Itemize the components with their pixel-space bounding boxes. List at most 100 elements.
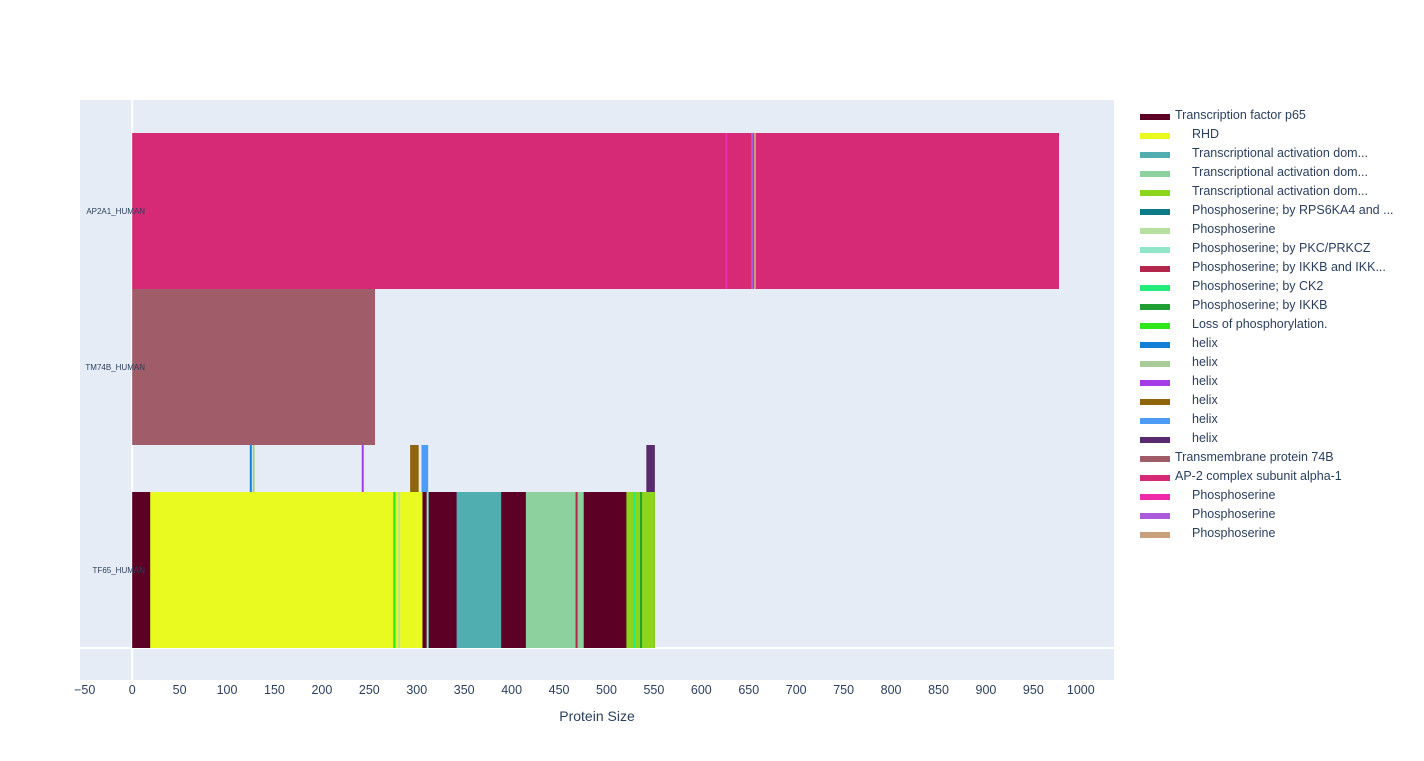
legend-swatch [1140, 133, 1170, 139]
legend-label: Phosphoserine [1192, 222, 1275, 236]
feature-structure-14 [410, 445, 419, 492]
x-tick-label: 250 [359, 683, 380, 697]
x-tick-label: 1000 [1067, 683, 1095, 697]
legend-item[interactable]: helix [1140, 374, 1218, 388]
legend-swatch [1140, 456, 1170, 462]
legend-swatch [1140, 228, 1170, 234]
x-tick-label: 850 [928, 683, 949, 697]
feature-site-7 [575, 492, 578, 648]
legend-label: Phosphoserine; by IKKB [1192, 298, 1328, 312]
legend-item[interactable]: Phosphoserine [1140, 488, 1275, 502]
legend-label: AP-2 complex subunit alpha-1 [1175, 469, 1342, 483]
legend-item[interactable]: Phosphoserine; by IKKB [1140, 298, 1328, 312]
legend-swatch [1140, 152, 1170, 158]
legend-item[interactable]: helix [1140, 393, 1218, 407]
feature-site-5 [398, 492, 401, 648]
legend-swatch [1140, 304, 1170, 310]
legend-item[interactable]: helix [1140, 412, 1218, 426]
protein-bar-ap2a1_human [132, 133, 1059, 289]
legend-label: Phosphoserine; by PKC/PRKCZ [1192, 241, 1371, 255]
legend-swatch [1140, 513, 1170, 519]
legend-item[interactable]: Transcriptional activation dom... [1140, 184, 1368, 198]
x-tick-label: −50 [74, 683, 95, 697]
x-tick-label: 650 [738, 683, 759, 697]
legend-item[interactable]: helix [1140, 355, 1218, 369]
legend-swatch [1140, 361, 1170, 367]
legend[interactable]: Transcription factor p65 RHD Transcription… [1140, 108, 1394, 540]
legend-item[interactable]: RHD [1140, 127, 1219, 141]
x-tick-labels: −50 0 50 100 150 200 250 300 350 400 450 500 550 600 6… [74, 683, 1095, 697]
legend-swatch [1140, 532, 1170, 538]
legend-item[interactable]: helix [1140, 336, 1218, 350]
feature-site-8 [633, 492, 636, 648]
feature-domain-0 [150, 492, 423, 648]
legend-label: Transcriptional activation dom... [1192, 146, 1368, 160]
x-tick-label: 300 [406, 683, 427, 697]
y-tick-labels: AP2A1_HUMAN TM74B_HUMAN TF65_HUMAN [85, 207, 145, 575]
legend-item[interactable]: Transcriptional activation dom... [1140, 165, 1368, 179]
feature-site-9 [640, 492, 643, 648]
legend-label: helix [1192, 431, 1218, 445]
legend-item[interactable]: Transcription factor p65 [1140, 108, 1306, 122]
legend-item[interactable]: AP-2 complex subunit alpha-1 [1140, 469, 1342, 483]
legend-item[interactable]: Phosphoserine [1140, 507, 1275, 521]
x-tick-label: 150 [264, 683, 285, 697]
legend-item[interactable]: helix [1140, 431, 1218, 445]
legend-swatch [1140, 266, 1170, 272]
legend-swatch [1140, 399, 1170, 405]
x-tick-label: 50 [173, 683, 187, 697]
legend-item[interactable]: Phosphoserine; by PKC/PRKCZ [1140, 241, 1371, 255]
x-tick-label: 450 [549, 683, 570, 697]
x-tick-label: 750 [833, 683, 854, 697]
legend-label: Transcriptional activation dom... [1192, 184, 1368, 198]
legend-label: helix [1192, 374, 1218, 388]
x-tick-label: 100 [217, 683, 238, 697]
feature-structure-13 [361, 445, 364, 492]
x-tick-label: 200 [311, 683, 332, 697]
feature-site-6 [426, 492, 429, 648]
protein-bar-tm74b_human [132, 289, 376, 445]
legend-label: Phosphoserine; by IKKB and IKK... [1192, 260, 1386, 274]
x-tick-label: 600 [691, 683, 712, 697]
legend-swatch [1140, 114, 1170, 120]
x-tick-label: 550 [643, 683, 664, 697]
x-tick-label: 800 [881, 683, 902, 697]
feature-structure-16 [646, 445, 655, 492]
legend-item[interactable]: Phosphoserine; by CK2 [1140, 279, 1323, 293]
x-tick-label: 700 [786, 683, 807, 697]
legend-swatch [1140, 380, 1170, 386]
legend-swatch [1140, 247, 1170, 253]
legend-label: helix [1192, 355, 1218, 369]
y-tick-label-ap2a1_human: AP2A1_HUMAN [86, 207, 145, 216]
legend-label: Phosphoserine [1192, 507, 1275, 521]
y-tick-label-tm74b_human: TM74B_HUMAN [85, 363, 145, 372]
legend-swatch [1140, 437, 1170, 443]
legend-item[interactable]: Loss of phosphorylation. [1140, 317, 1328, 331]
x-tick-label: 0 [129, 683, 136, 697]
legend-item[interactable]: Phosphoserine; by RPS6KA4 and ... [1140, 203, 1394, 217]
x-tick-label: 500 [596, 683, 617, 697]
legend-item[interactable]: Phosphoserine; by IKKB and IKK... [1140, 260, 1386, 274]
feature-site-19 [753, 133, 756, 289]
legend-label: Phosphoserine [1192, 526, 1275, 540]
legend-label: Phosphoserine; by CK2 [1192, 279, 1323, 293]
feature-domain-1 [456, 492, 502, 648]
x-axis-title: Protein Size [559, 708, 635, 724]
legend-label: Transcriptional activation dom... [1192, 165, 1368, 179]
feature-structure-11 [249, 445, 252, 492]
legend-swatch [1140, 190, 1170, 196]
legend-item[interactable]: Phosphoserine [1140, 222, 1275, 236]
legend-label: Phosphoserine; by RPS6KA4 and ... [1192, 203, 1394, 217]
legend-label: Transmembrane protein 74B [1175, 450, 1334, 464]
x-tick-label: 950 [1023, 683, 1044, 697]
legend-item[interactable]: Transcriptional activation dom... [1140, 146, 1368, 160]
legend-item[interactable]: Phosphoserine [1140, 526, 1275, 540]
legend-label: helix [1192, 412, 1218, 426]
legend-label: helix [1192, 336, 1218, 350]
legend-label: Phosphoserine [1192, 488, 1275, 502]
legend-swatch [1140, 494, 1170, 500]
legend-label: Loss of phosphorylation. [1192, 317, 1328, 331]
feature-marks [150, 133, 756, 648]
legend-item[interactable]: Transmembrane protein 74B [1140, 450, 1334, 464]
